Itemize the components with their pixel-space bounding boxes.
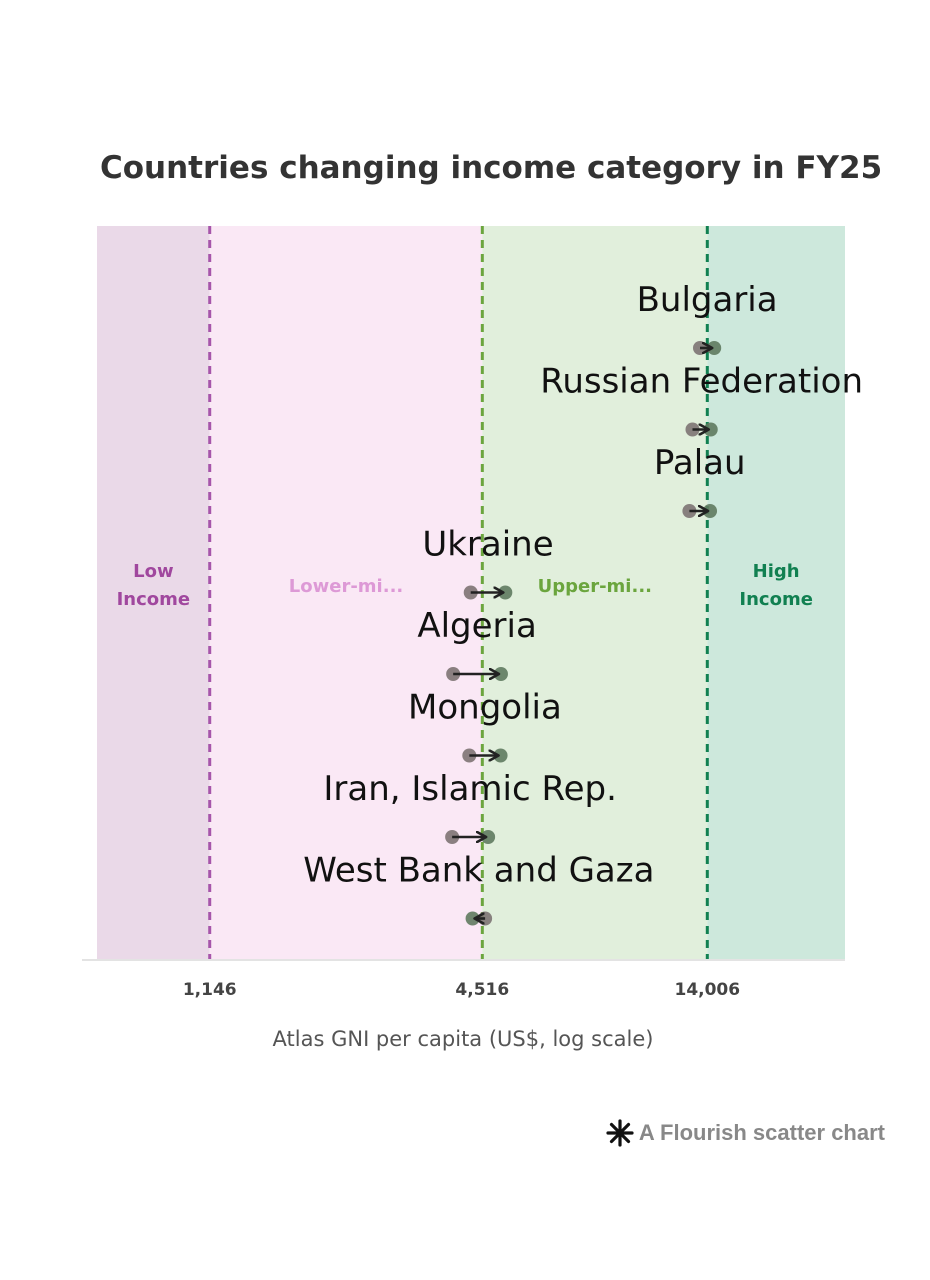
country-label-1: Russian Federation [540, 362, 863, 402]
income-band-2 [482, 226, 708, 960]
country-label-4: Algeria [417, 606, 536, 646]
country-label-2: Palau [654, 443, 746, 483]
x-tick-label-2: 14,006 [674, 980, 740, 1000]
band-label-0: Low Income [117, 561, 191, 610]
x-axis-title: Atlas GNI per capita (US$, log scale) [273, 1027, 654, 1051]
income-band-1 [209, 226, 483, 960]
country-label-7: West Bank and Gaza [303, 851, 654, 891]
band-label-3: High Income [739, 561, 813, 610]
income-bands [97, 226, 845, 960]
country-label-6: Iran, Islamic Rep. [323, 769, 617, 809]
flourish-asterisk-icon [606, 1119, 634, 1147]
x-tick-label-1: 4,516 [455, 980, 509, 1000]
x-tick-label-0: 1,146 [183, 980, 237, 1000]
flourish-credit-link[interactable]: A Flourish scatter chart [605, 1118, 885, 1148]
country-label-0: Bulgaria [637, 280, 778, 320]
income-band-0 [97, 226, 210, 960]
chart-title: Countries changing income category in FY… [100, 150, 883, 186]
country-label-3: Ukraine [422, 525, 553, 565]
band-label-2: Upper-mi... [538, 576, 652, 597]
country-marks: Bulgaria Russian Federation Palau Ukraine Al… [303, 280, 863, 926]
band-labels: Low Income Lower-mi... Upper-mi... High Incom… [117, 561, 813, 610]
band-label-1: Lower-mi... [289, 576, 403, 597]
country-label-5: Mongolia [408, 688, 562, 728]
x-axis-ticks: 1,146 4,516 14,006 [183, 980, 740, 1000]
income-band-3 [707, 226, 845, 960]
credit-text: A Flourish scatter chart [638, 1120, 885, 1145]
